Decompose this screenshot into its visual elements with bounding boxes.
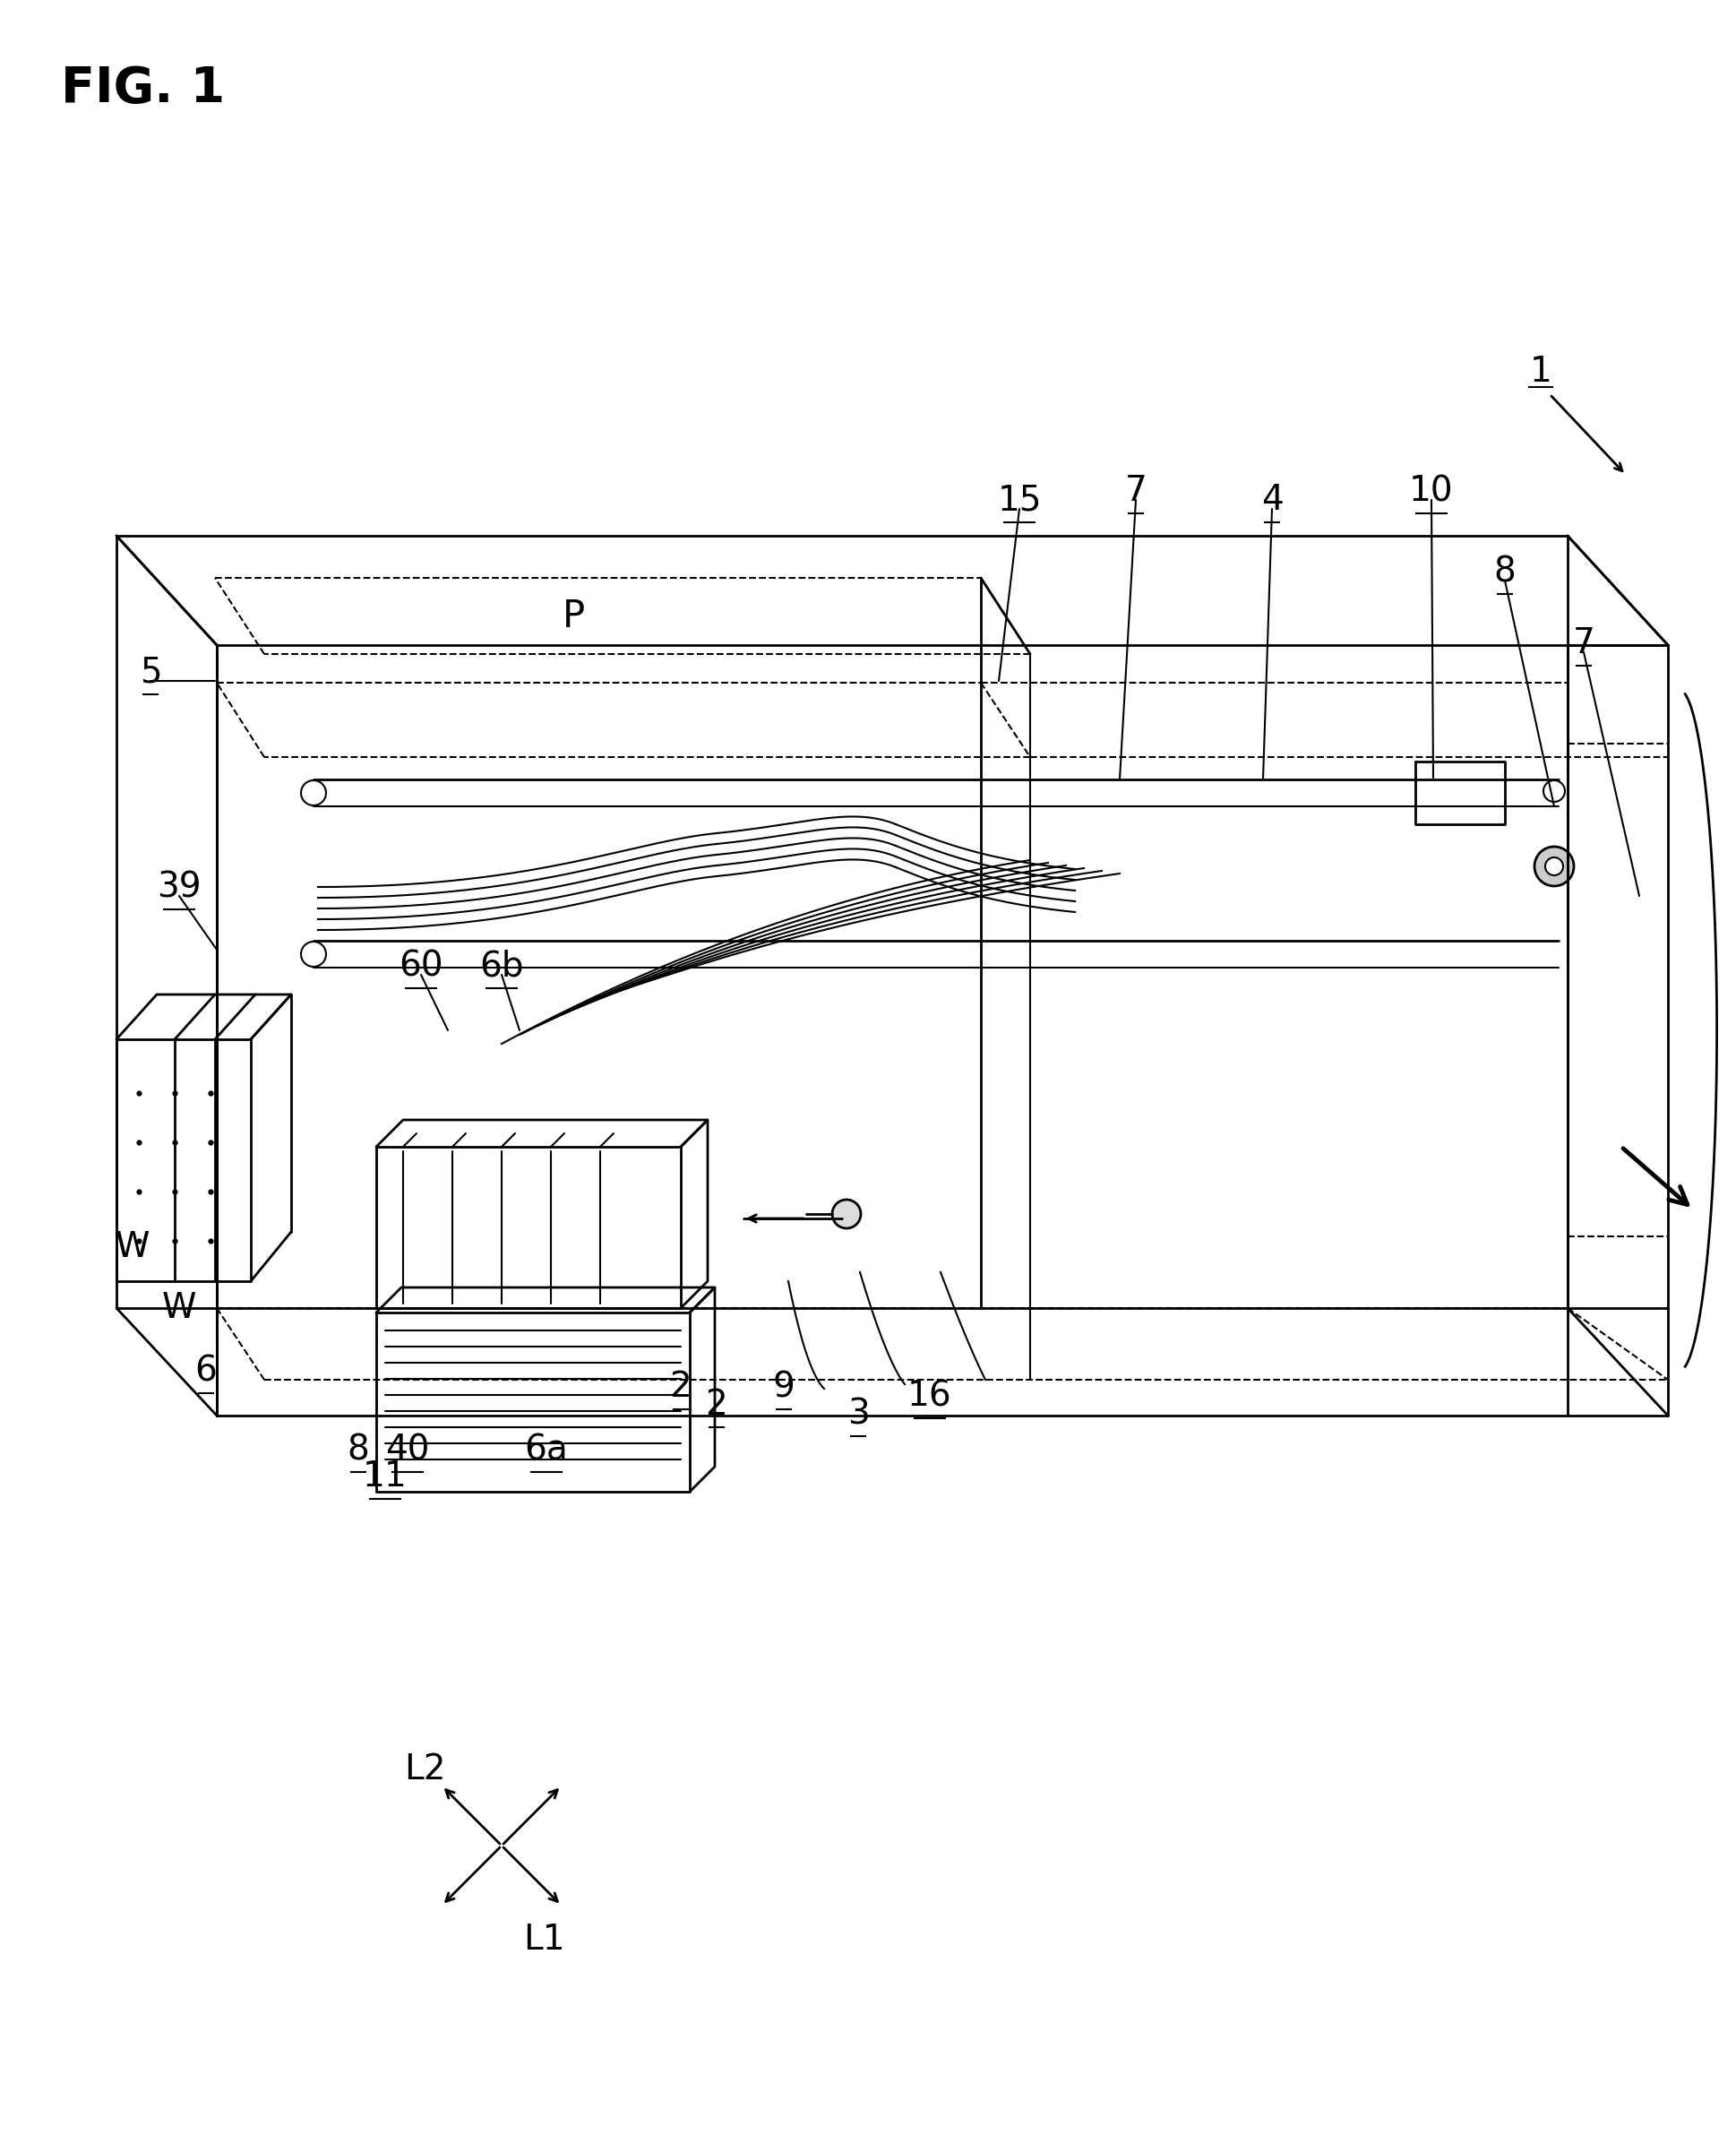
Circle shape (300, 781, 326, 805)
Text: 9: 9 (773, 1371, 795, 1405)
Circle shape (832, 1200, 861, 1228)
Text: 1: 1 (1529, 354, 1552, 389)
Text: 2: 2 (705, 1388, 727, 1422)
Text: 39: 39 (156, 869, 201, 903)
Text: L2: L2 (404, 1753, 446, 1787)
Text: 8: 8 (1493, 555, 1516, 589)
Text: 4: 4 (1260, 483, 1283, 517)
Text: 6b: 6b (479, 948, 524, 982)
Text: W: W (161, 1292, 196, 1326)
Text: P: P (562, 598, 585, 636)
Text: 5: 5 (139, 655, 161, 690)
Text: W: W (115, 1230, 149, 1264)
Text: 7: 7 (1125, 474, 1147, 508)
Text: 40: 40 (385, 1433, 431, 1467)
Text: 8: 8 (347, 1433, 370, 1467)
Text: 11: 11 (363, 1460, 408, 1494)
Text: 60: 60 (399, 948, 443, 982)
Text: 6: 6 (194, 1354, 217, 1388)
Text: L1: L1 (523, 1922, 564, 1956)
Circle shape (1545, 858, 1562, 875)
Text: 6a: 6a (524, 1433, 568, 1467)
Circle shape (1535, 848, 1575, 886)
Text: FIG. 1: FIG. 1 (61, 64, 226, 113)
Text: 16: 16 (908, 1379, 951, 1413)
Text: 2: 2 (670, 1371, 693, 1405)
Text: 10: 10 (1410, 474, 1453, 508)
Circle shape (300, 942, 326, 967)
Text: 15: 15 (996, 483, 1042, 517)
Text: 7: 7 (1573, 626, 1595, 660)
Circle shape (1543, 781, 1564, 803)
Text: 3: 3 (847, 1396, 870, 1430)
